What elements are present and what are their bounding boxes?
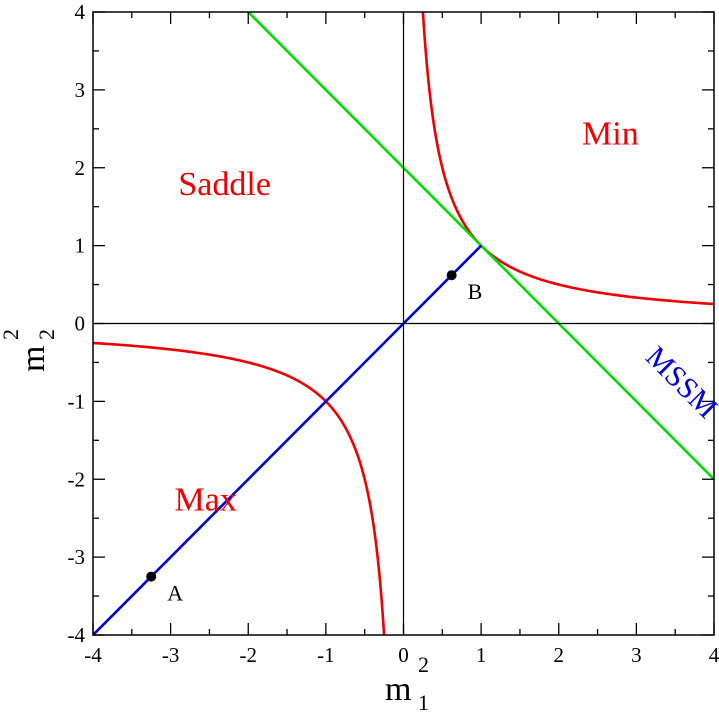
point-marker-a <box>146 571 157 582</box>
x-axis-title-sup: 2 <box>418 652 429 677</box>
y-tick-label: 2 <box>75 156 86 180</box>
y-axis-title: m 2 2 <box>0 329 59 372</box>
x-tick-label: 0 <box>398 643 409 667</box>
x-tick-label: 4 <box>709 643 719 667</box>
y-tick-label: -4 <box>68 623 86 647</box>
point-label-b: B <box>468 279 483 304</box>
tick-labels: -4 -3 -2 -1 0 1 2 3 4 -4 -3 -2 -1 0 1 2 3 4 <box>68 0 719 667</box>
x-tick-label: 1 <box>476 643 487 667</box>
y-axis-title-sub: 2 <box>34 329 59 340</box>
region-annotations: Min Saddle Max MSSM <box>175 115 719 518</box>
series-line-1 <box>247 12 714 481</box>
y-tick-label: 0 <box>75 312 86 336</box>
y-axis-title-sup: 2 <box>0 329 23 340</box>
series-line-2 <box>93 244 483 635</box>
x-tick-label: 3 <box>631 643 642 667</box>
y-tick-label: 1 <box>75 234 86 258</box>
x-tick-label: -2 <box>240 643 258 667</box>
hyperbola-branch-2 <box>93 341 386 635</box>
x-tick-label: -1 <box>317 643 335 667</box>
annotation-saddle: Saddle <box>178 166 271 203</box>
y-tick-label: -2 <box>68 467 86 491</box>
zero-axis-lines <box>93 12 714 635</box>
x-axis-title-base: m <box>385 671 411 708</box>
data-points: AB <box>146 270 483 606</box>
point-marker-b <box>446 270 457 281</box>
y-tick-label: -3 <box>68 545 86 569</box>
point-label-a: A <box>167 581 183 606</box>
plot-curves <box>93 12 714 635</box>
y-axis-title-base: m <box>15 346 52 372</box>
y-tick-label: 4 <box>75 0 86 24</box>
x-tick-label: -3 <box>162 643 180 667</box>
y-tick-label: 3 <box>75 78 86 102</box>
annotation-max: Max <box>175 481 237 518</box>
x-axis-title-sub: 1 <box>418 690 429 715</box>
annotation-mssm: MSSM <box>639 340 719 425</box>
x-axis-title: m 2 1 <box>385 652 429 715</box>
axis-ticks <box>92 11 715 636</box>
annotation-min: Min <box>582 115 639 152</box>
x-tick-label: 2 <box>554 643 565 667</box>
x-tick-label: -4 <box>84 643 102 667</box>
y-tick-label: -1 <box>68 389 86 413</box>
